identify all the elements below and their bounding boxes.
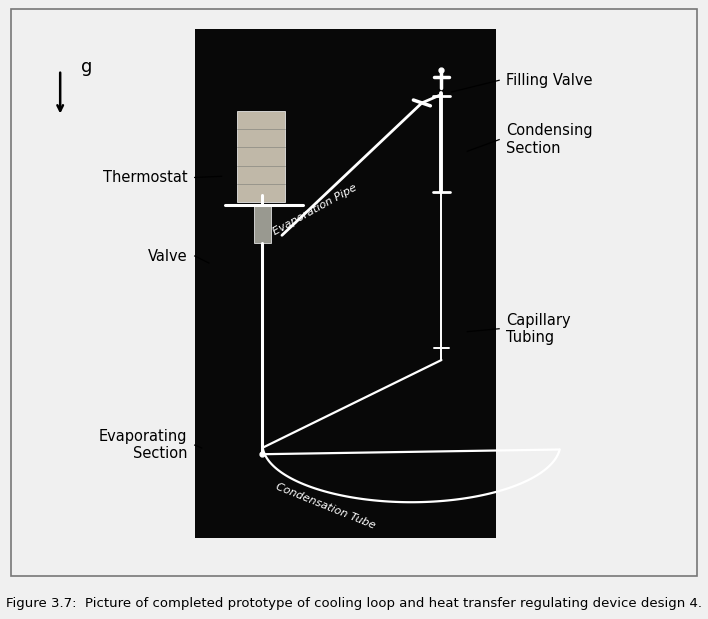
Bar xyxy=(254,205,271,243)
Text: g: g xyxy=(81,58,93,76)
Text: Evaporation Pipe: Evaporation Pipe xyxy=(271,182,359,236)
Text: Filling Valve: Filling Valve xyxy=(506,73,593,88)
Text: Figure 3.7:  Picture of completed prototype of cooling loop and heat transfer re: Figure 3.7: Picture of completed prototy… xyxy=(6,597,702,610)
Text: Thermostat: Thermostat xyxy=(103,170,188,185)
Bar xyxy=(236,111,285,202)
Bar xyxy=(195,29,496,538)
Text: Condensation Tube: Condensation Tube xyxy=(275,482,377,531)
Text: Evaporating
Section: Evaporating Section xyxy=(99,429,188,461)
Text: Valve: Valve xyxy=(148,248,188,264)
Text: Condensing
Section: Condensing Section xyxy=(506,123,593,156)
Text: Capillary
Tubing: Capillary Tubing xyxy=(506,313,571,345)
